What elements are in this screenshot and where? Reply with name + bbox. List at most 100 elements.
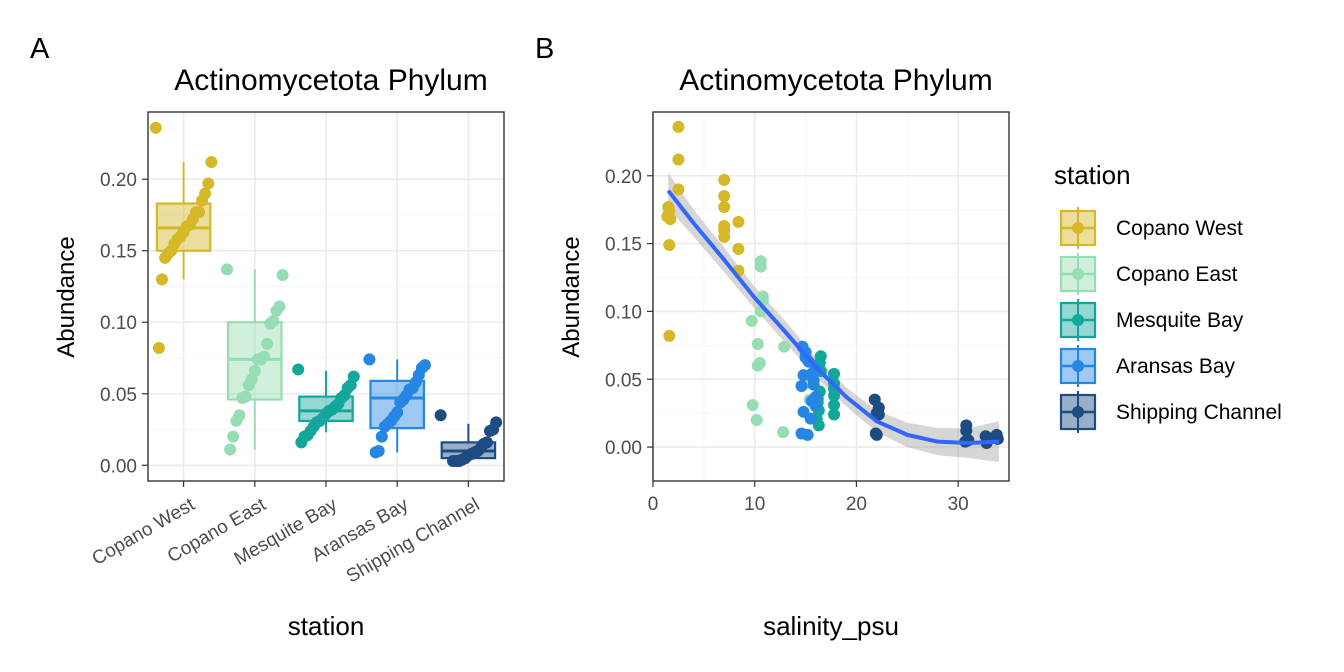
panel-b-y-tick-label: 0.05 (605, 370, 642, 391)
panel-a-point (149, 121, 162, 134)
panel-b-point (663, 329, 676, 342)
panel-a-point (224, 443, 237, 456)
panel-b-point (795, 380, 808, 393)
panel-b-point (718, 173, 731, 186)
panel-b-points (661, 120, 1004, 450)
panel-a-point (276, 269, 289, 282)
legend-item-copano-east: Copano East (1059, 253, 1238, 295)
panel-a-point (159, 251, 172, 264)
panel-a-point (230, 414, 243, 427)
panel-b-point (745, 314, 758, 327)
panel-a-point (264, 317, 277, 330)
panel-a-point (394, 396, 407, 409)
panel-b-x-tick-label: 20 (846, 494, 867, 515)
panel-a-x-axis-title: station (288, 611, 365, 641)
panel-a-point (202, 177, 215, 190)
legend-item-label: Aransas Bay (1116, 355, 1236, 378)
panel-a-point (251, 353, 264, 366)
panel-a-y-tick-label: 0.15 (100, 242, 137, 263)
panel-a-point (446, 454, 459, 467)
panel-a-point (205, 156, 218, 169)
panel-b-point (777, 426, 790, 439)
panel-b-gridlines (652, 112, 1009, 481)
panel-a-point (242, 379, 255, 392)
panel-a-title: Actinomycetota Phylum (174, 64, 487, 97)
panel-a-point (152, 341, 165, 354)
panel-a-point (378, 420, 391, 433)
panel-a-point (369, 446, 382, 459)
panel-a-point (227, 430, 240, 443)
panel-b: B Actinomycetota Phylum Abundance salini… (535, 33, 1010, 641)
legend-key-point (1072, 406, 1084, 418)
panel-b-point (870, 428, 883, 441)
panel-b-y-tick-label: 0.20 (605, 167, 642, 188)
panel-b-point (672, 183, 685, 196)
legend-item-mesquite-bay: Mesquite Bay (1059, 299, 1244, 341)
panel-b-point (797, 369, 810, 382)
panel-a-tag: A (30, 33, 50, 65)
legend-key-point (1072, 222, 1084, 234)
panel-a-point (196, 194, 209, 207)
panel-b-point (750, 413, 763, 426)
panel-b-point (812, 419, 825, 432)
panel-b-point (801, 428, 814, 441)
legend-item-aransas-bay: Aransas Bay (1059, 345, 1236, 387)
panel-a-point (483, 424, 496, 437)
panel-a-y-tick-label: 0.05 (100, 385, 137, 406)
panel-a-y-tick-label: 0.00 (100, 456, 137, 477)
legend-item-label: Shipping Channel (1116, 401, 1282, 424)
legend-item-label: Copano East (1116, 263, 1238, 286)
panel-b-point (778, 340, 791, 353)
panel-b-point (807, 378, 820, 391)
panel-b-point (751, 359, 764, 372)
panel-b-point (732, 215, 745, 228)
panel-b-point (718, 230, 731, 243)
panel-a-points (149, 121, 503, 467)
legend-item-shipping-channel: Shipping Channel (1059, 391, 1282, 433)
panel-b-point (664, 213, 677, 226)
legend-item-copano-west: Copano West (1059, 207, 1243, 249)
panel-b-point (828, 408, 841, 421)
panel-b-y-tick-label: 0.15 (605, 235, 642, 256)
panel-b-point (732, 243, 745, 256)
panel-a-point (295, 436, 308, 449)
legend-key-point (1072, 268, 1084, 280)
legend-item-label: Copano West (1116, 217, 1243, 240)
legend: station Copano West Copano East Mesquite B… (1054, 160, 1282, 433)
panel-a-y-tick-label: 0.20 (100, 170, 137, 191)
panel-a-point (221, 263, 234, 276)
panel-a-point (261, 337, 274, 350)
panel-b-y-axis-title: Abundance (558, 236, 585, 357)
panel-a-point (156, 273, 169, 286)
panel-a-point (375, 430, 388, 443)
legend-title: station (1054, 160, 1131, 190)
panel-b-point (751, 337, 764, 350)
panel-b-axes: 0.00 0.05 0.10 0.15 0.20 0 10 20 30 (605, 167, 969, 515)
panel-a-y-axis-title: Abundance (53, 236, 80, 357)
panel-b-x-tick-label: 30 (948, 494, 969, 515)
panel-a-point (236, 392, 249, 405)
legend-key-point (1072, 314, 1084, 326)
panel-b-point (718, 200, 731, 213)
panel-a-x-tick-label: Shipping Channel (343, 494, 483, 587)
panel-b-point (804, 412, 817, 425)
panel-b-x-tick-label: 0 (648, 494, 659, 515)
panel-b-point (672, 120, 685, 133)
legend-item-label: Mesquite Bay (1116, 309, 1244, 332)
panel-b-title: Actinomycetota Phylum (679, 64, 992, 97)
panel-b-point (809, 399, 822, 412)
legend-key-point (1072, 360, 1084, 372)
panel-b-x-axis-title: salinity_psu (763, 611, 899, 641)
panel-b-point (718, 190, 731, 203)
panel-b-tag: B (535, 33, 554, 65)
panel-b-point (828, 367, 841, 380)
panel-b-point (872, 408, 885, 421)
panel-a-point (363, 353, 376, 366)
panel-b-point (754, 260, 767, 273)
panel-b-point (828, 389, 841, 402)
panel-b-point (960, 424, 973, 437)
panel-a: A Actinomycetota Phylum Abundance statio… (30, 33, 505, 641)
panel-a-y-tick-label: 0.10 (100, 313, 137, 334)
legend-items: Copano West Copano East Mesquite Bay Aransa… (1059, 207, 1282, 433)
